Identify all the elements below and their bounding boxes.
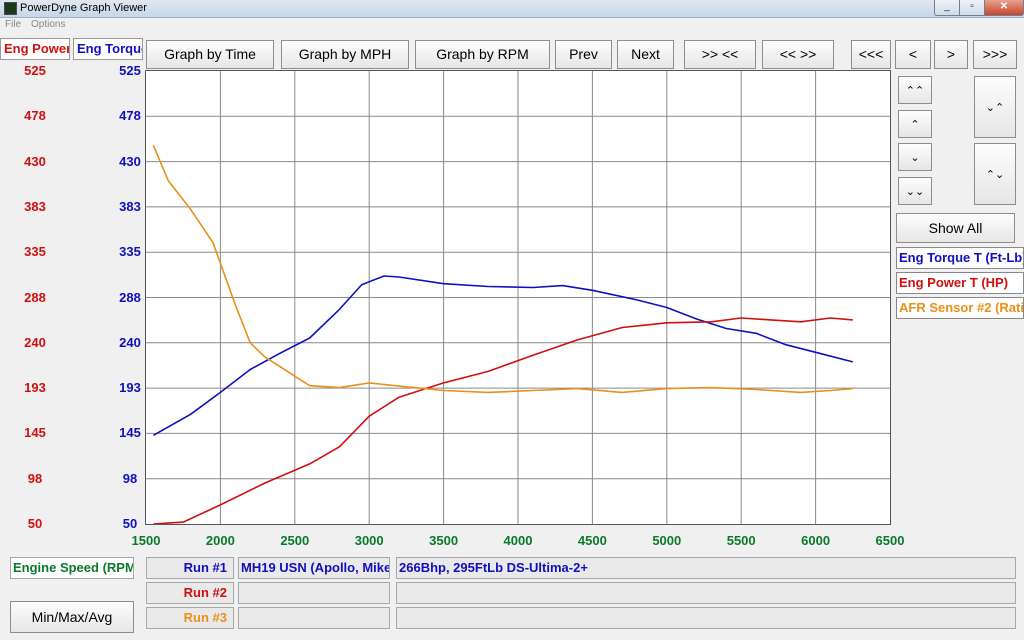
y-tick-left: 335: [24, 244, 46, 260]
series-line-torque: [153, 275, 853, 436]
y-tick-left: 145: [24, 425, 46, 441]
y-tick-right: 50: [122, 516, 138, 531]
next-button[interactable]: Next: [617, 40, 674, 69]
run1-description[interactable]: 266Bhp, 295FtLb DS-Ultima-2+: [396, 557, 1016, 579]
y-tick-right: 98: [122, 470, 138, 486]
run2-name[interactable]: [238, 582, 390, 604]
scale-up-button[interactable]: ⌃: [898, 110, 932, 138]
tab-eng-power[interactable]: Eng Power: [0, 38, 70, 60]
menu-file[interactable]: File: [5, 19, 22, 30]
show-all-button[interactable]: Show All: [896, 213, 1015, 243]
x-tick: 4500: [577, 533, 607, 548]
legend-power[interactable]: Eng Power T (HP): [896, 272, 1024, 294]
x-tick: 5500: [726, 533, 756, 548]
x-tick: 2000: [205, 533, 235, 548]
graph-by-mph-button[interactable]: Graph by MPH: [281, 40, 409, 69]
y-tick-left: 525: [24, 63, 46, 78]
legend-afr[interactable]: AFR Sensor #2 (Ratio): [896, 297, 1024, 319]
series-line-power: [153, 317, 853, 525]
tab-eng-torque[interactable]: Eng Torque: [73, 38, 143, 60]
minimize-button[interactable]: _: [934, 0, 960, 16]
scale-down-fast-button[interactable]: ⌄⌄: [898, 177, 932, 205]
min-max-avg-button[interactable]: Min/Max/Avg: [10, 601, 134, 633]
menu-bar: File Options: [0, 18, 1024, 32]
prev-button[interactable]: Prev: [555, 40, 612, 69]
x-tick: 5000: [652, 533, 682, 548]
run2-label: Run #2: [146, 582, 234, 604]
legend-torque[interactable]: Eng Torque T (Ft-Lb): [896, 247, 1024, 269]
x-tick: 2500: [280, 533, 310, 548]
scroll-last-button[interactable]: >>>: [973, 40, 1017, 69]
x-tick: 3000: [354, 533, 384, 548]
x-tick: 6500: [875, 533, 905, 548]
y-tick-right: 145: [119, 425, 141, 441]
y-tick-right: 335: [119, 244, 141, 260]
scroll-first-button[interactable]: <<<: [851, 40, 891, 69]
y-tick-left: 193: [24, 380, 46, 396]
y-tick-left: 240: [24, 334, 46, 350]
rpm-graph: [146, 71, 890, 525]
compress-scale-button[interactable]: ⌃⌄: [974, 143, 1016, 205]
x-tick: 6000: [801, 533, 831, 548]
expand-scale-button[interactable]: ⌄⌃: [974, 76, 1016, 138]
y-tick-left: 50: [27, 516, 43, 531]
scale-down-button[interactable]: ⌄: [898, 143, 932, 171]
y-tick-right: 288: [119, 289, 141, 305]
y-tick-left: 478: [24, 108, 46, 124]
run3-name[interactable]: [238, 607, 390, 629]
run2-description[interactable]: [396, 582, 1016, 604]
y-tick-right: 193: [119, 380, 141, 396]
graph-by-time-button[interactable]: Graph by Time: [146, 40, 274, 69]
scale-up-fast-button[interactable]: ⌃⌃: [898, 76, 932, 104]
zoom-in-button[interactable]: >> <<: [684, 40, 756, 69]
series-line-afr: [152, 145, 853, 394]
y-tick-right: 240: [119, 334, 141, 350]
title-bar: PowerDyne Graph Viewer _ ▫ ✕: [0, 0, 1024, 18]
graph-by-rpm-button[interactable]: Graph by RPM: [415, 40, 550, 69]
zoom-out-button[interactable]: << >>: [762, 40, 834, 69]
run3-label: Run #3: [146, 607, 234, 629]
window-title: PowerDyne Graph Viewer: [20, 2, 147, 14]
y-tick-left: 383: [24, 198, 46, 214]
y-tick-right: 525: [119, 63, 141, 78]
menu-options[interactable]: Options: [31, 19, 66, 30]
y-tick-right: 430: [119, 153, 141, 169]
x-tick: 1500: [131, 533, 161, 548]
maximize-button[interactable]: ▫: [959, 0, 985, 16]
scroll-back-button[interactable]: <: [895, 40, 931, 69]
run1-label: Run #1: [146, 557, 234, 579]
run3-description[interactable]: [396, 607, 1016, 629]
x-axis-channel[interactable]: Engine Speed (RPM): [10, 557, 134, 579]
close-button[interactable]: ✕: [984, 0, 1024, 16]
y-tick-right: 478: [119, 108, 141, 124]
scroll-forward-button[interactable]: >: [934, 40, 968, 69]
y-tick-left: 98: [27, 470, 43, 486]
y-tick-right: 383: [119, 198, 141, 214]
app-icon: [4, 2, 17, 15]
y-tick-left: 430: [24, 153, 46, 169]
x-tick: 3500: [429, 533, 459, 548]
graph-plot-area[interactable]: [145, 70, 891, 525]
y-tick-left: 288: [24, 289, 46, 305]
run1-name[interactable]: MH19 USN (Apollo, Mike): [238, 557, 390, 579]
x-tick: 4000: [503, 533, 533, 548]
